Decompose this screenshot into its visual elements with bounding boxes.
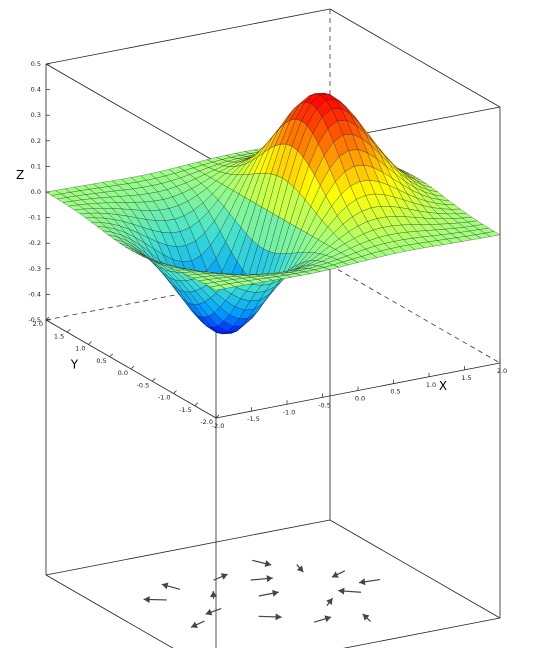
arrow-head <box>144 596 150 603</box>
arrow-head <box>338 588 344 595</box>
arrow-head <box>276 613 282 620</box>
gradient-arrow <box>314 615 331 622</box>
surface-mesh <box>46 93 500 334</box>
y-tick-label: -1.0 <box>158 394 171 402</box>
x-tick-label: 1.5 <box>461 374 471 382</box>
box-edge <box>330 9 500 107</box>
floor-plane <box>46 520 500 648</box>
arrow-head <box>265 560 272 567</box>
x-axis-label: X <box>439 379 447 393</box>
gradient-arrow <box>338 588 361 595</box>
y-tick-mark <box>174 391 177 394</box>
z-tick-label: 0.3 <box>31 111 41 119</box>
y-tick-mark <box>110 354 113 357</box>
x-tick-label: -0.5 <box>318 401 331 409</box>
gradient-arrow <box>205 609 221 616</box>
floor-edge <box>46 520 330 575</box>
x-tick-label: 2.0 <box>497 367 507 375</box>
y-tick-mark <box>67 329 70 332</box>
gradient-arrow <box>144 596 167 603</box>
gradient-arrow <box>213 573 227 580</box>
z-tick-label: 0.5 <box>31 60 41 68</box>
floor-edge <box>46 575 216 648</box>
arrow-head <box>326 598 332 605</box>
gradient-arrow <box>363 614 371 621</box>
box-edge <box>46 9 330 64</box>
y-tick-mark <box>195 403 198 406</box>
gradient-arrow <box>162 583 180 590</box>
z-axis-label: Z <box>16 168 24 182</box>
floor-edge <box>216 618 500 648</box>
y-tick-label: 1.0 <box>75 345 85 353</box>
gradient-arrow <box>259 590 279 597</box>
gradient-arrow <box>252 560 271 567</box>
y-axis-label: Y <box>70 357 79 371</box>
gradient-arrow <box>332 571 345 578</box>
gradient-arrows <box>144 560 380 628</box>
z-tick-label: -0.2 <box>28 239 41 247</box>
arrow-head <box>359 578 365 585</box>
y-tick-mark <box>131 366 134 369</box>
z-tick-label: -0.3 <box>28 265 41 273</box>
gradient-arrow <box>251 575 273 582</box>
gradient-arrow <box>191 621 204 628</box>
gradient-arrow <box>359 578 380 585</box>
z-tick-label: 0.0 <box>31 188 41 196</box>
arrow-head <box>324 615 331 622</box>
arrow-head <box>162 583 169 590</box>
x-tick-label: 0.5 <box>390 388 400 396</box>
y-tick-label: 0.5 <box>96 357 106 365</box>
arrow-head <box>272 590 279 597</box>
y-tick-mark <box>89 342 92 345</box>
z-tick-label: 0.4 <box>31 86 41 94</box>
z-tick-label: 0.1 <box>31 162 41 170</box>
y-tick-label: 1.5 <box>54 332 64 340</box>
x-tick-label: -2.0 <box>212 422 225 430</box>
gradient-arrow <box>297 565 304 573</box>
y-tick-label: -1.5 <box>179 406 192 414</box>
box-edge <box>46 64 216 162</box>
z-tick-label: 0.2 <box>31 137 41 145</box>
gradient-arrow <box>326 598 332 606</box>
z-tick-label: -0.1 <box>28 214 41 222</box>
box-edge-dashed <box>330 265 500 363</box>
y-tick-label: -0.5 <box>137 381 150 389</box>
axis-box-back <box>46 9 500 648</box>
y-tick-label: 2.0 <box>33 320 43 328</box>
x-tick-label: -1.0 <box>283 408 296 416</box>
floor-edge <box>330 520 500 618</box>
z-tick-label: -0.4 <box>28 290 41 298</box>
y-tick-label: 0.0 <box>118 369 128 377</box>
arrow-head <box>267 575 273 582</box>
gradient-arrow <box>259 613 282 620</box>
x-tick-label: 0.0 <box>355 395 365 403</box>
x-tick-label: 1.0 <box>426 381 436 389</box>
x-tick-label: -1.5 <box>247 415 260 423</box>
y-tick-mark <box>152 378 155 381</box>
